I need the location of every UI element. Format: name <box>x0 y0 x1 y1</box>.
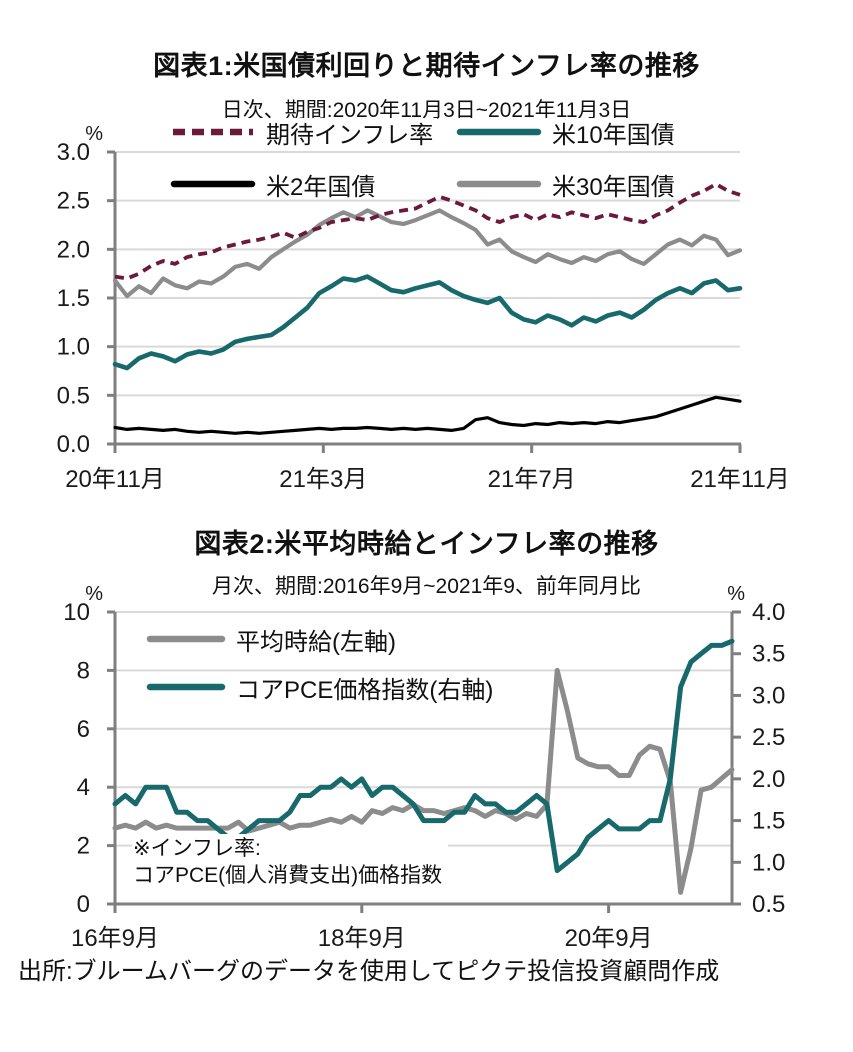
y-axis-tick-label: 2.5 <box>57 188 90 215</box>
series-line <box>113 395 742 435</box>
annotation-line2: コアPCE(個人消費支出)価格指数 <box>133 864 443 887</box>
y-axis-tick-label: 2.0 <box>57 236 90 263</box>
legend-label: 期待インフレ率 <box>266 121 434 149</box>
y-axis-right-tick-label: 1.0 <box>752 849 785 876</box>
y-axis-tick-label: 0.0 <box>57 431 90 458</box>
x-axis-tick-label: 21年7月 <box>488 466 576 493</box>
y-axis-right-tick-label: 1.5 <box>752 808 785 835</box>
chart1-title: 図表1:米国債利回りと期待インフレ率の推移 <box>153 51 700 81</box>
series-line <box>112 274 743 371</box>
y-axis-tick-label: 3.0 <box>57 139 90 166</box>
legend-label: 米2年国債 <box>266 173 376 201</box>
chart2-title: 図表2:米平均時給とインフレ率の推移 <box>194 529 659 559</box>
y-axis-right-unit-label: % <box>727 583 745 605</box>
y-axis-tick-label: 4 <box>77 774 90 801</box>
y-axis-right-tick-label: 0.5 <box>752 891 785 918</box>
line-swatch-icon <box>146 635 226 643</box>
y-axis-unit-label: % <box>85 123 103 145</box>
y-axis-tick-label: 0 <box>77 891 90 918</box>
x-axis-tick-label: 21年3月 <box>279 466 367 493</box>
series-line <box>112 208 743 299</box>
chart2-plot: 0 2 4 6 8 10% 0.5 1.0 1.5 2.0 2.5 3.0 3.5 4.0% 16年9月 18… <box>63 583 785 952</box>
x-axis-tick-label: 16年9月 <box>71 925 159 952</box>
y-axis-tick-label: 1.5 <box>57 285 90 312</box>
y-axis-right-tick-label: 3.5 <box>752 641 785 668</box>
legend-item-expected-inflation: 期待インフレ率 <box>166 118 438 149</box>
chart2-annotation: ※インフレ率: コアPCE(個人消費支出)価格指数 <box>132 834 449 890</box>
y-axis-right-tick-label: 3.0 <box>752 682 785 709</box>
legend-item-us10y: 米10年国債 <box>452 118 679 149</box>
line-swatch-icon <box>170 180 256 188</box>
legend-label: 平均時給(左軸) <box>236 628 396 656</box>
y-axis-right-tick-label: 4.0 <box>752 599 785 626</box>
series-line <box>114 182 741 281</box>
x-axis-tick-label: 18年9月 <box>318 925 406 952</box>
dashed-line-swatch-icon <box>173 128 253 136</box>
chart2-subtitle: 月次、期間:2016年9月~2021年9、前年同月比 <box>212 575 641 598</box>
x-axis-tick-label: 20年11月 <box>65 466 165 493</box>
line-swatch-icon <box>146 683 226 691</box>
legend-label: 米10年国債 <box>552 121 675 149</box>
y-axis-right-tick-label: 2.0 <box>752 766 785 793</box>
source-note: 出所:ブルームバーグのデータを使用してピクテ投信投資顧問作成 <box>18 958 720 985</box>
chart1-subtitle: 日次、期間:2020年11月3日~2021年11月3日 <box>221 99 632 122</box>
y-axis-tick-label: 1.0 <box>57 334 90 361</box>
x-axis-tick-label: 20年9月 <box>565 925 653 952</box>
annotation-line1: ※インフレ率: <box>133 837 261 860</box>
y-axis-tick-label: 2 <box>77 833 90 860</box>
x-axis-tick-label: 21年11月 <box>690 466 790 493</box>
line-swatch-icon <box>456 128 542 136</box>
legend-item-avg-hourly-wage: 平均時給(左軸) <box>142 625 400 656</box>
y-axis-tick-label: 10 <box>63 599 90 626</box>
chart1-plot: 0.0 0.5 1.0 1.5 2.0 2.5 3.0% 20年11月 21年3月 21年7月 21… <box>57 123 790 493</box>
y-axis-right-tick-label: 2.5 <box>752 724 785 751</box>
line-swatch-icon <box>456 180 542 188</box>
legend-item-us30y: 米30年国債 <box>452 170 679 201</box>
legend-item-core-pce: コアPCE価格指数(右軸) <box>142 673 498 704</box>
y-axis-tick-label: 0.5 <box>57 382 90 409</box>
legend-label: コアPCE価格指数(右軸) <box>236 676 494 704</box>
y-axis-tick-label: 8 <box>77 657 90 684</box>
series-line <box>112 638 735 874</box>
y-axis-tick-label: 6 <box>77 716 90 743</box>
legend-label: 米30年国債 <box>552 173 675 201</box>
legend-item-us2y: 米2年国債 <box>166 170 380 201</box>
y-axis-unit-label: % <box>85 583 103 605</box>
